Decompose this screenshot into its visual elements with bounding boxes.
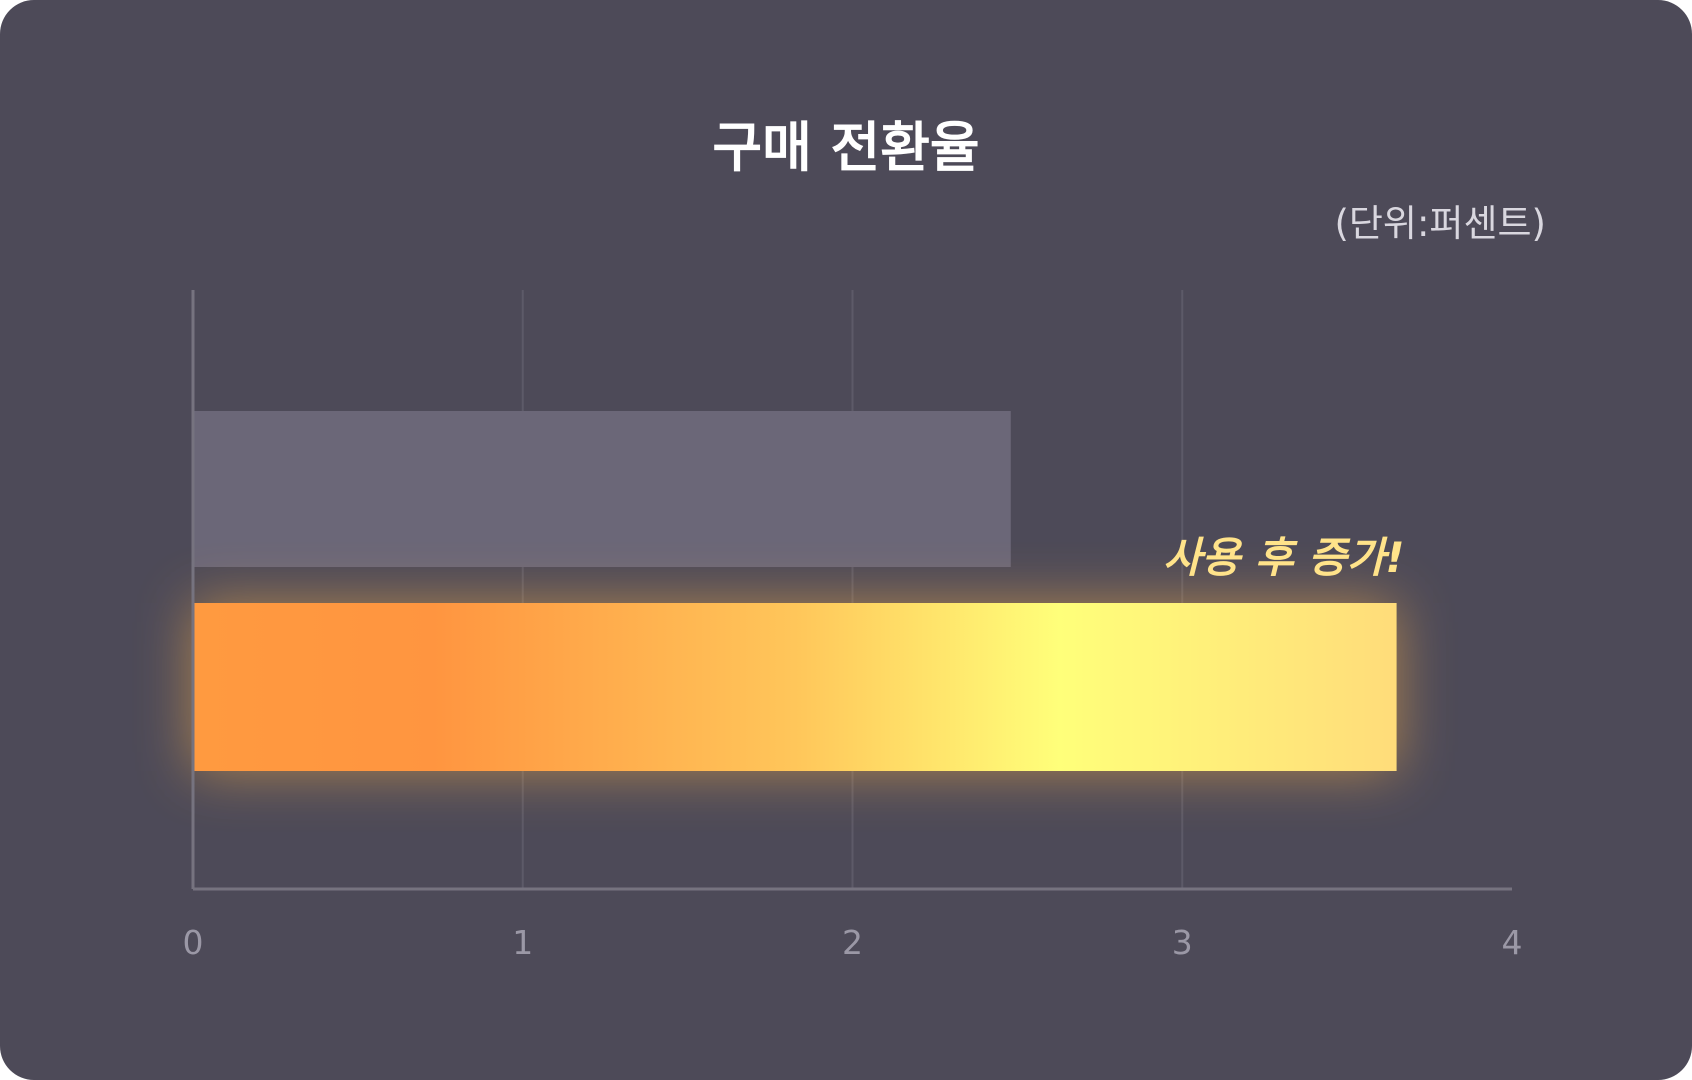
x-tick-label: 1 — [512, 923, 533, 962]
axes — [191, 290, 1512, 891]
x-tick-label: 2 — [842, 923, 863, 962]
x-tick-label: 3 — [1172, 923, 1193, 962]
x-tick-label: 4 — [1502, 923, 1523, 962]
unit-label: (단위:퍼센트) — [1334, 202, 1546, 245]
x-tick-label: 0 — [183, 923, 204, 962]
chart-title: 구매 전환율 — [712, 116, 980, 179]
bar-before — [193, 411, 1011, 567]
grid-lines — [521, 290, 1184, 889]
bars — [193, 411, 1397, 771]
bar-after — [193, 603, 1397, 771]
annotation-label: 사용 후 증가! — [1163, 533, 1405, 582]
tick-labels: 0 1 2 3 4 — [183, 923, 1523, 962]
